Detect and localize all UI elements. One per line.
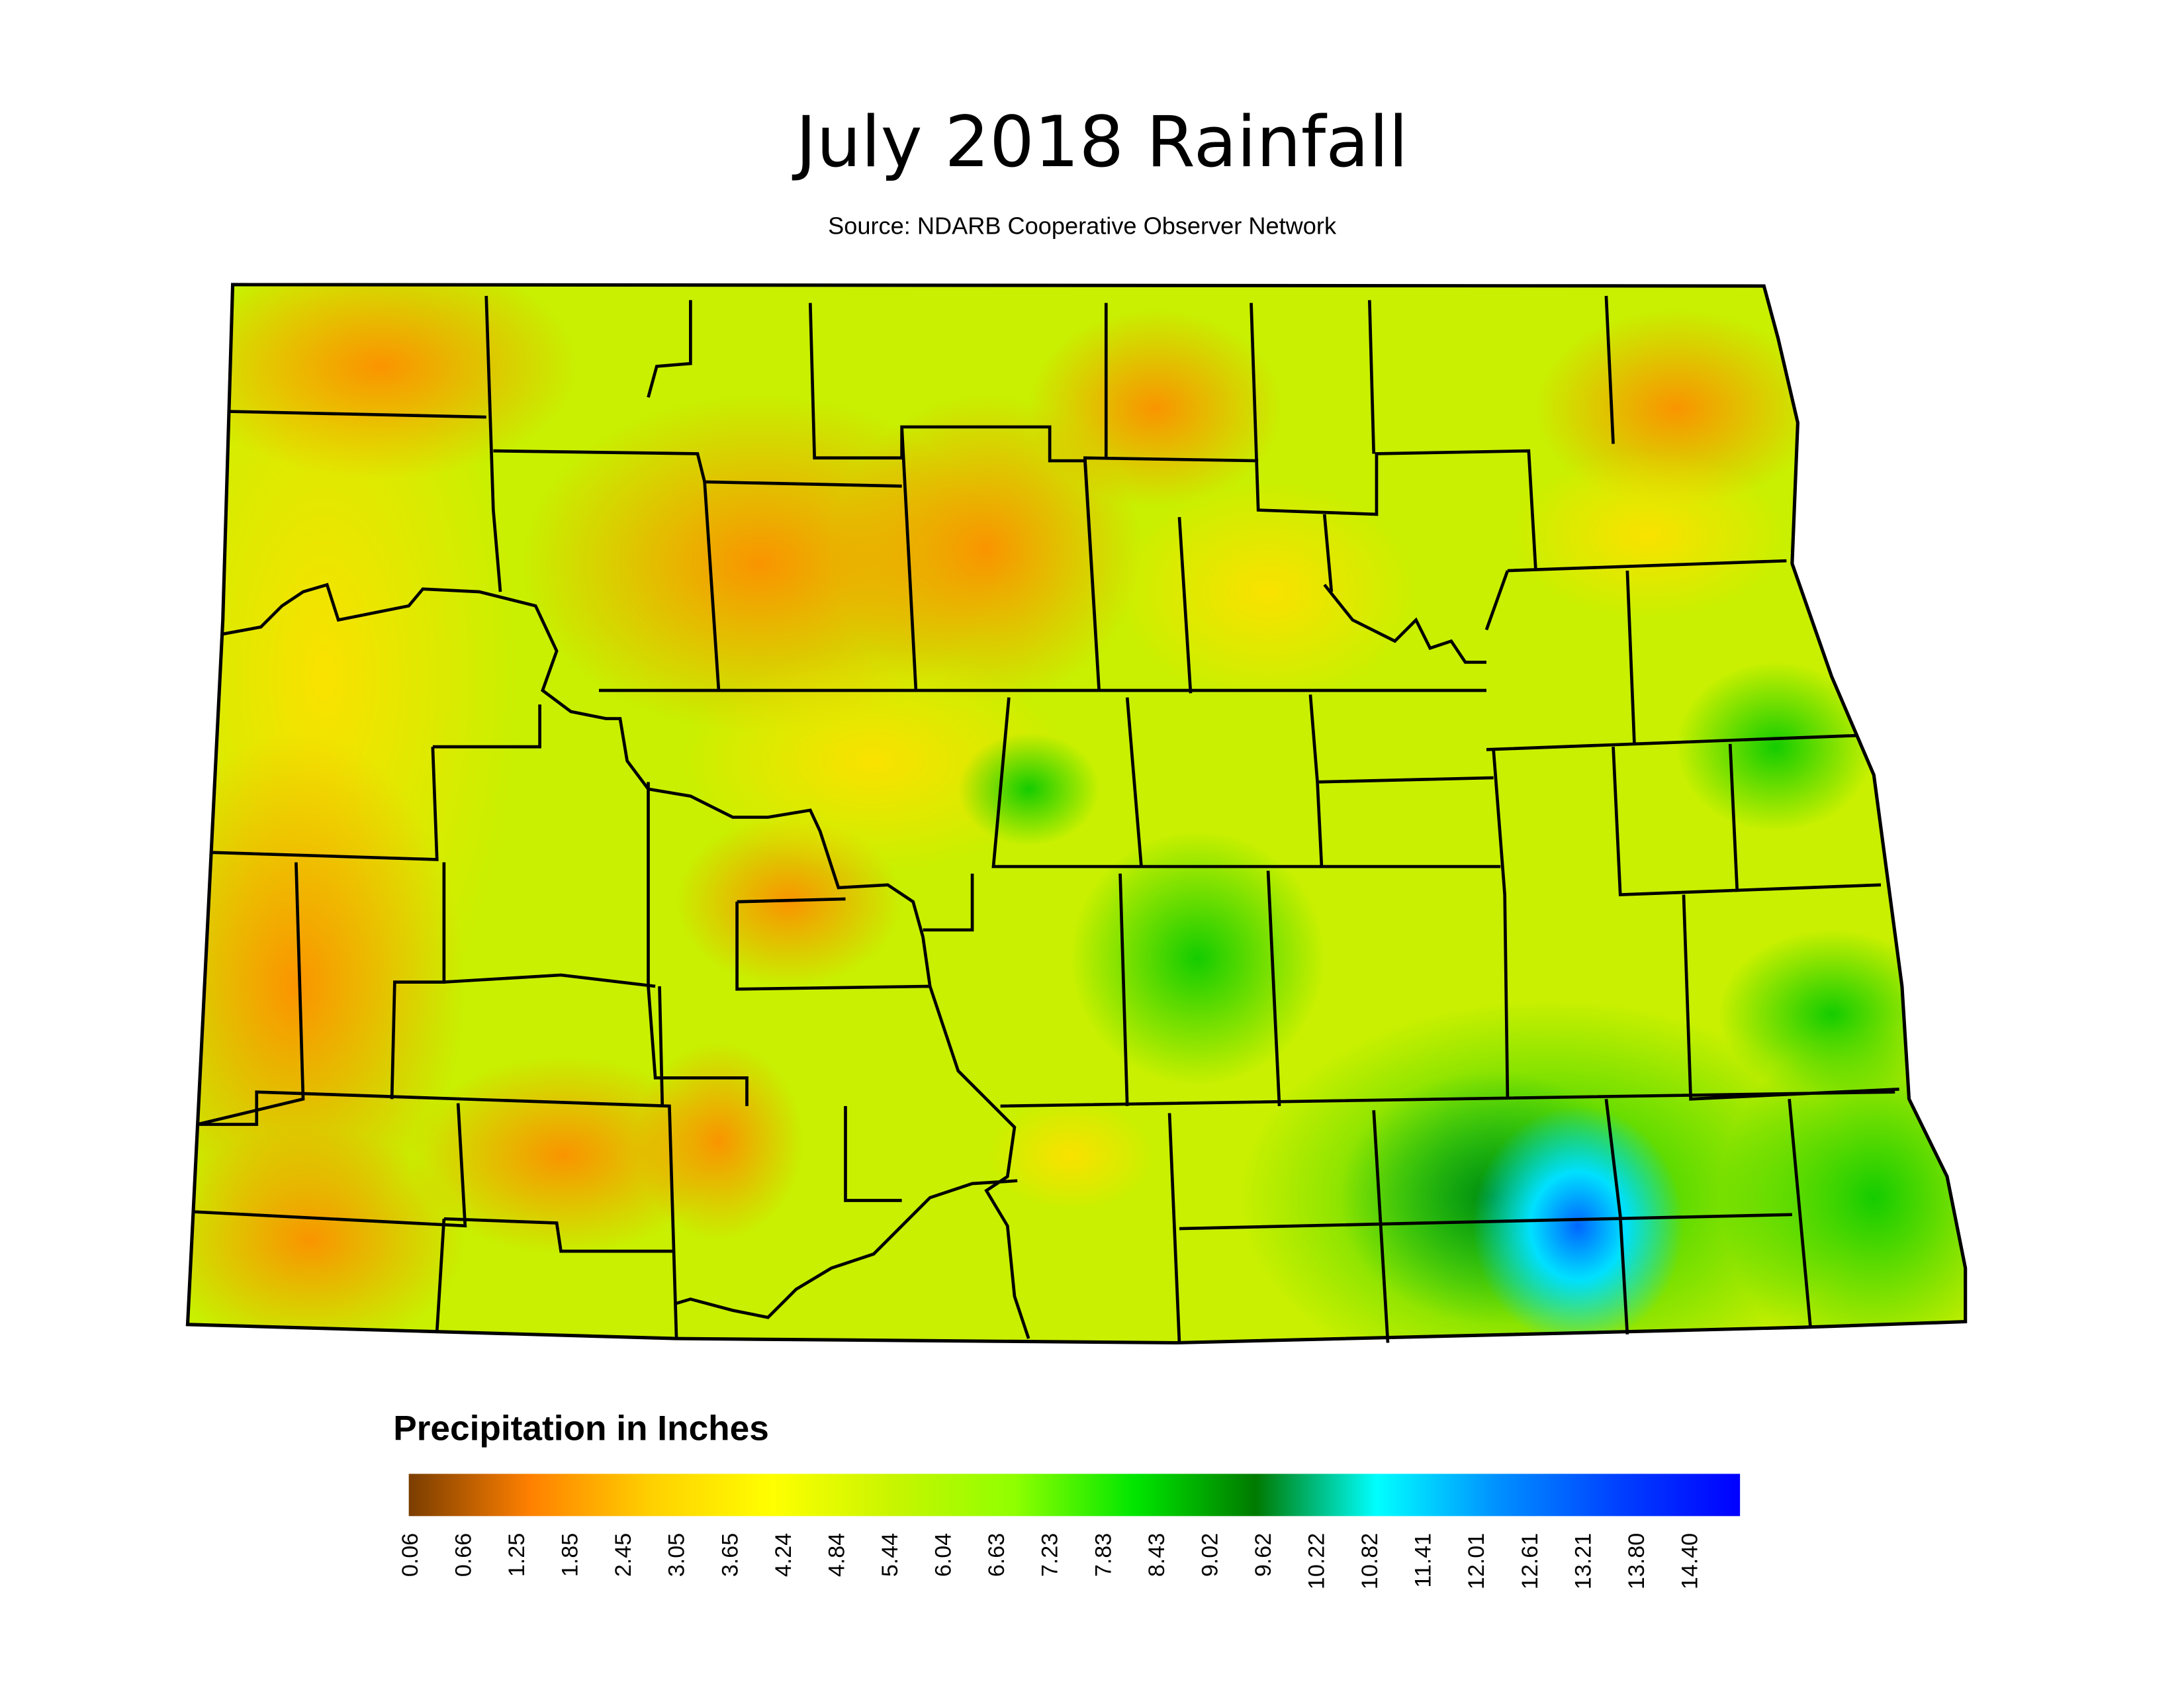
legend-tick-label: 0.06 [398, 1533, 423, 1577]
legend-tick-label: 9.62 [1251, 1533, 1276, 1577]
source: Source: NDARB Cooperative Observer Netwo… [828, 212, 1337, 239]
legend-tick-label: 12.01 [1464, 1533, 1489, 1589]
color-bar [408, 1474, 1741, 1517]
legend-tick-label: 2.45 [611, 1533, 636, 1577]
legend-tick-label: 13.21 [1570, 1533, 1596, 1589]
legend-tick-label: 12.61 [1518, 1533, 1543, 1589]
legend-tick-label: 10.82 [1357, 1533, 1383, 1589]
legend-tick-label: 7.23 [1038, 1533, 1063, 1577]
legend-tick-label: 13.80 [1624, 1533, 1649, 1589]
legend-tick-label: 11.41 [1411, 1533, 1436, 1588]
legend-title: Precipitation in Inches [393, 1409, 769, 1448]
legend-tick-label: 7.83 [1091, 1533, 1116, 1577]
county-lines [187, 285, 1965, 1343]
legend-tick-label: 4.84 [824, 1533, 849, 1577]
legend-tick-label: 5.44 [878, 1533, 903, 1577]
legend-tick-label: 3.05 [664, 1533, 690, 1577]
legend-ticks: 0.06 0.66 1.25 1.85 2.45 3.05 3.65 4.24 4.84 5.44… [398, 1533, 1703, 1589]
map-title: July 2018 Rainfall [792, 101, 1408, 183]
legend-tick-label: 6.04 [931, 1533, 956, 1577]
legend-tick-label: 0.66 [451, 1533, 476, 1577]
legend-tick-label: 6.63 [984, 1533, 1009, 1577]
legend-tick-label: 4.24 [771, 1533, 796, 1577]
legend-tick-label: 8.43 [1144, 1533, 1169, 1577]
legend-tick-label: 10.22 [1304, 1533, 1330, 1589]
legend-tick-label: 1.25 [504, 1533, 529, 1577]
legend-tick-label: 3.65 [717, 1533, 743, 1577]
legend-tick-label: 1.85 [558, 1533, 583, 1577]
legend-tick-label: 9.02 [1197, 1533, 1222, 1577]
legend-tick-label: 14.40 [1677, 1533, 1702, 1589]
